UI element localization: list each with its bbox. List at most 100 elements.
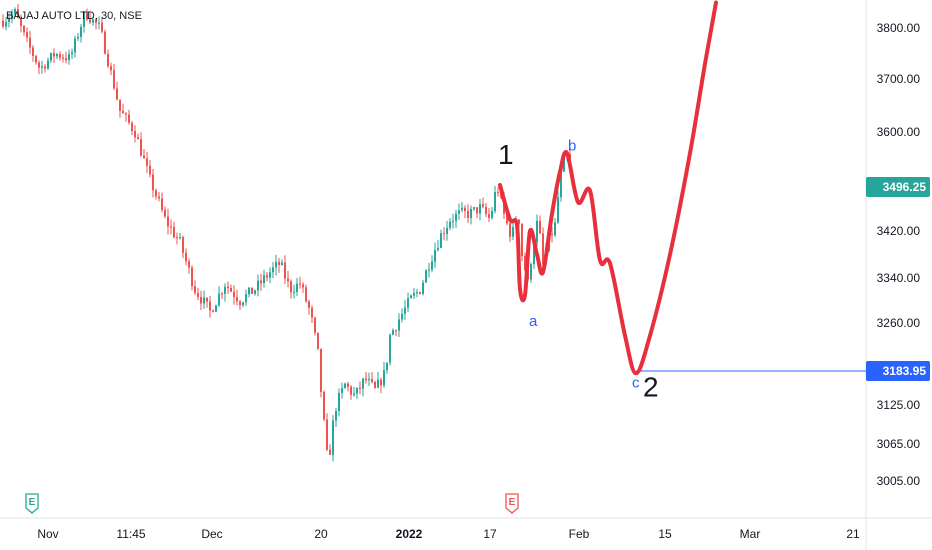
candle-body	[14, 9, 16, 15]
candle-body	[65, 58, 67, 61]
candle-body	[32, 47, 34, 56]
candle-body	[440, 233, 442, 248]
candle-body	[419, 292, 421, 294]
candle-body	[317, 332, 319, 349]
candle-body	[56, 54, 58, 57]
candle-body	[560, 171, 562, 198]
candle-body	[410, 295, 412, 299]
price-axis[interactable]: 3800.00 3700.00 3600.00 3420.00 3340.00 3260.…	[877, 21, 921, 488]
candle-body	[200, 297, 202, 304]
earnings-event-icon[interactable]: E	[505, 493, 519, 514]
candle-body	[251, 287, 253, 294]
candle-body	[350, 386, 352, 395]
candle-body	[275, 261, 277, 268]
candle-body	[266, 275, 268, 278]
candle-body	[113, 70, 115, 89]
candle-body	[359, 387, 361, 389]
candle-body	[203, 297, 205, 304]
candle-body	[278, 261, 280, 265]
candle-body	[521, 223, 523, 257]
candle-body	[281, 262, 283, 265]
candle-body	[437, 247, 439, 250]
candle-body	[179, 236, 181, 239]
candle-body	[476, 207, 478, 214]
candle-body	[533, 241, 535, 265]
projection-path	[498, 0, 718, 376]
candle-body	[44, 66, 46, 69]
candle-body	[290, 281, 292, 293]
candle-body	[86, 11, 88, 20]
candle-body	[377, 379, 379, 388]
candle-body	[305, 287, 307, 302]
candle-body	[449, 221, 451, 228]
candle-body	[68, 54, 70, 61]
candle-body	[455, 213, 457, 221]
candle-body	[62, 57, 64, 59]
candle-body	[509, 223, 511, 237]
candle-body	[50, 52, 52, 61]
candle-body	[95, 19, 97, 23]
candle-body	[323, 391, 325, 420]
time-tick-label: Nov	[37, 527, 58, 541]
candle-body	[122, 110, 124, 114]
candle-body	[230, 287, 232, 292]
candle-body	[296, 283, 298, 292]
time-tick-label: 2022	[396, 527, 423, 541]
candle-body	[209, 301, 211, 311]
candle-body	[380, 379, 382, 386]
candle-body	[101, 22, 103, 32]
candle-body	[41, 66, 43, 68]
candle-body	[29, 37, 31, 48]
candle-body	[98, 22, 100, 24]
candle-body	[362, 378, 364, 389]
candle-body	[161, 198, 163, 210]
earnings-event-icon[interactable]: E	[25, 493, 39, 514]
price-tick-label: 3260.00	[877, 316, 921, 330]
candle-body	[332, 420, 334, 455]
candle-body	[284, 262, 286, 279]
candle-body	[143, 155, 145, 159]
candle-body	[335, 410, 337, 421]
candle-body	[404, 307, 406, 314]
candle-body	[353, 393, 355, 395]
price-tick-label: 3340.00	[877, 271, 921, 285]
time-axis[interactable]: Nov 11:45 Dec 20 2022 17 Feb 15 Mar 21	[37, 527, 860, 541]
candle-body	[554, 222, 556, 236]
candle-body	[389, 334, 391, 363]
candle-body	[224, 286, 226, 294]
candle-body	[131, 122, 133, 131]
candle-body	[347, 383, 349, 387]
level-price-badge-background	[866, 361, 930, 381]
candle-body	[383, 370, 385, 386]
price-tick-label: 3125.00	[877, 398, 921, 412]
candle-body	[221, 293, 223, 295]
candle-body	[83, 11, 85, 27]
candle-body	[152, 174, 154, 191]
candle-body	[74, 38, 76, 53]
candle-body	[416, 292, 418, 294]
candle-body	[326, 419, 328, 450]
candle-body	[464, 207, 466, 211]
candle-body	[173, 227, 175, 238]
candle-body	[227, 286, 229, 288]
price-tick-label: 3065.00	[877, 437, 921, 451]
price-badges: 3496.25 3183.95	[866, 177, 930, 381]
candle-body	[260, 280, 262, 284]
candle-body	[20, 18, 22, 26]
candle-body	[8, 18, 10, 23]
candle-body	[341, 388, 343, 393]
wave-label-c: c	[632, 375, 640, 392]
candle-body	[320, 348, 322, 392]
candle-body	[485, 206, 487, 215]
wave-label-b: b	[568, 138, 576, 155]
price-tick-label: 3800.00	[877, 21, 921, 35]
level-price-badge: 3183.95	[883, 364, 927, 378]
candle-body	[329, 449, 331, 455]
candle-body	[26, 32, 28, 38]
candle-body	[491, 211, 493, 218]
candle-body	[563, 156, 565, 172]
candle-body	[233, 291, 235, 298]
